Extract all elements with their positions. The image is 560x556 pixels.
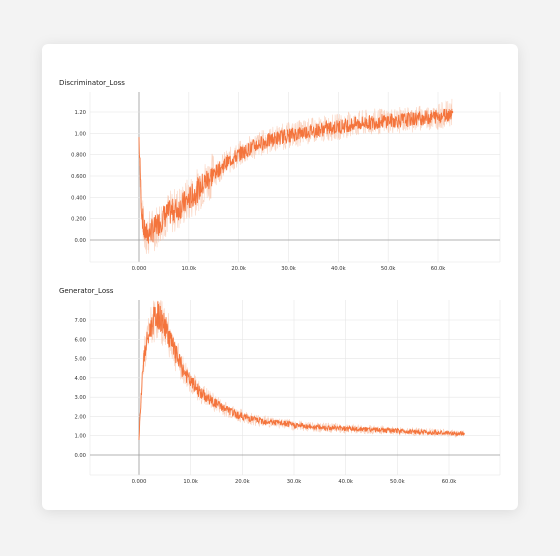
gen-y-tick-label: 1.00 <box>74 434 86 440</box>
gen-x-tick-label: 50.0k <box>390 479 405 485</box>
disc-y-tick-label: 0.00 <box>74 238 86 244</box>
disc-x-tick-label: 30.0k <box>281 266 296 272</box>
gen-x-tick-label: 60.0k <box>442 479 457 485</box>
gen-x-tick-label: 30.0k <box>287 479 302 485</box>
gen-series-raw-line <box>138 300 464 439</box>
disc-x-tick-label: 50.0k <box>381 266 396 272</box>
disc-y-tick-label: 1.20 <box>74 110 86 116</box>
disc-y-tick-label: 0.800 <box>71 153 86 159</box>
disc-series-raw-line <box>138 98 453 254</box>
gen-series-line <box>138 301 464 441</box>
disc-series-end-point <box>450 110 454 114</box>
disc-x-tick-label: 20.0k <box>231 266 246 272</box>
disc-x-tick-label: 40.0k <box>331 266 346 272</box>
disc-series-line <box>138 108 453 244</box>
gen-y-tick-label: 2.00 <box>74 414 86 420</box>
disc-y-tick-label: 0.600 <box>71 174 86 180</box>
gen-series-end-point <box>462 432 465 436</box>
disc-x-tick-label: 10.0k <box>182 266 197 272</box>
disc-y-tick-label: 1.00 <box>74 131 86 137</box>
gen-y-tick-label: 7.00 <box>74 318 86 324</box>
generator-loss-title: Generator_Loss <box>59 287 114 295</box>
gen-y-tick-label: 6.00 <box>74 337 86 343</box>
gen-y-tick-label: 4.00 <box>74 376 86 382</box>
gen-x-tick-label: 10.0k <box>183 479 198 485</box>
gen-x-tick-label: 20.0k <box>235 479 250 485</box>
discriminator-loss-title: Discriminator_Loss <box>59 79 125 87</box>
gen-x-tick-label: 40.0k <box>338 479 353 485</box>
gen-y-tick-label: 5.00 <box>74 357 86 363</box>
disc-y-tick-label: 0.400 <box>71 195 86 201</box>
disc-x-tick-label: 60.0k <box>431 266 446 272</box>
gen-x-tick-label: 0.000 <box>132 479 147 485</box>
disc-x-tick-label: 0.000 <box>132 266 147 272</box>
gen-y-tick-label: 3.00 <box>74 395 86 401</box>
disc-y-tick-label: 0.200 <box>71 217 86 223</box>
gen-y-tick-label: 0.00 <box>74 453 86 459</box>
